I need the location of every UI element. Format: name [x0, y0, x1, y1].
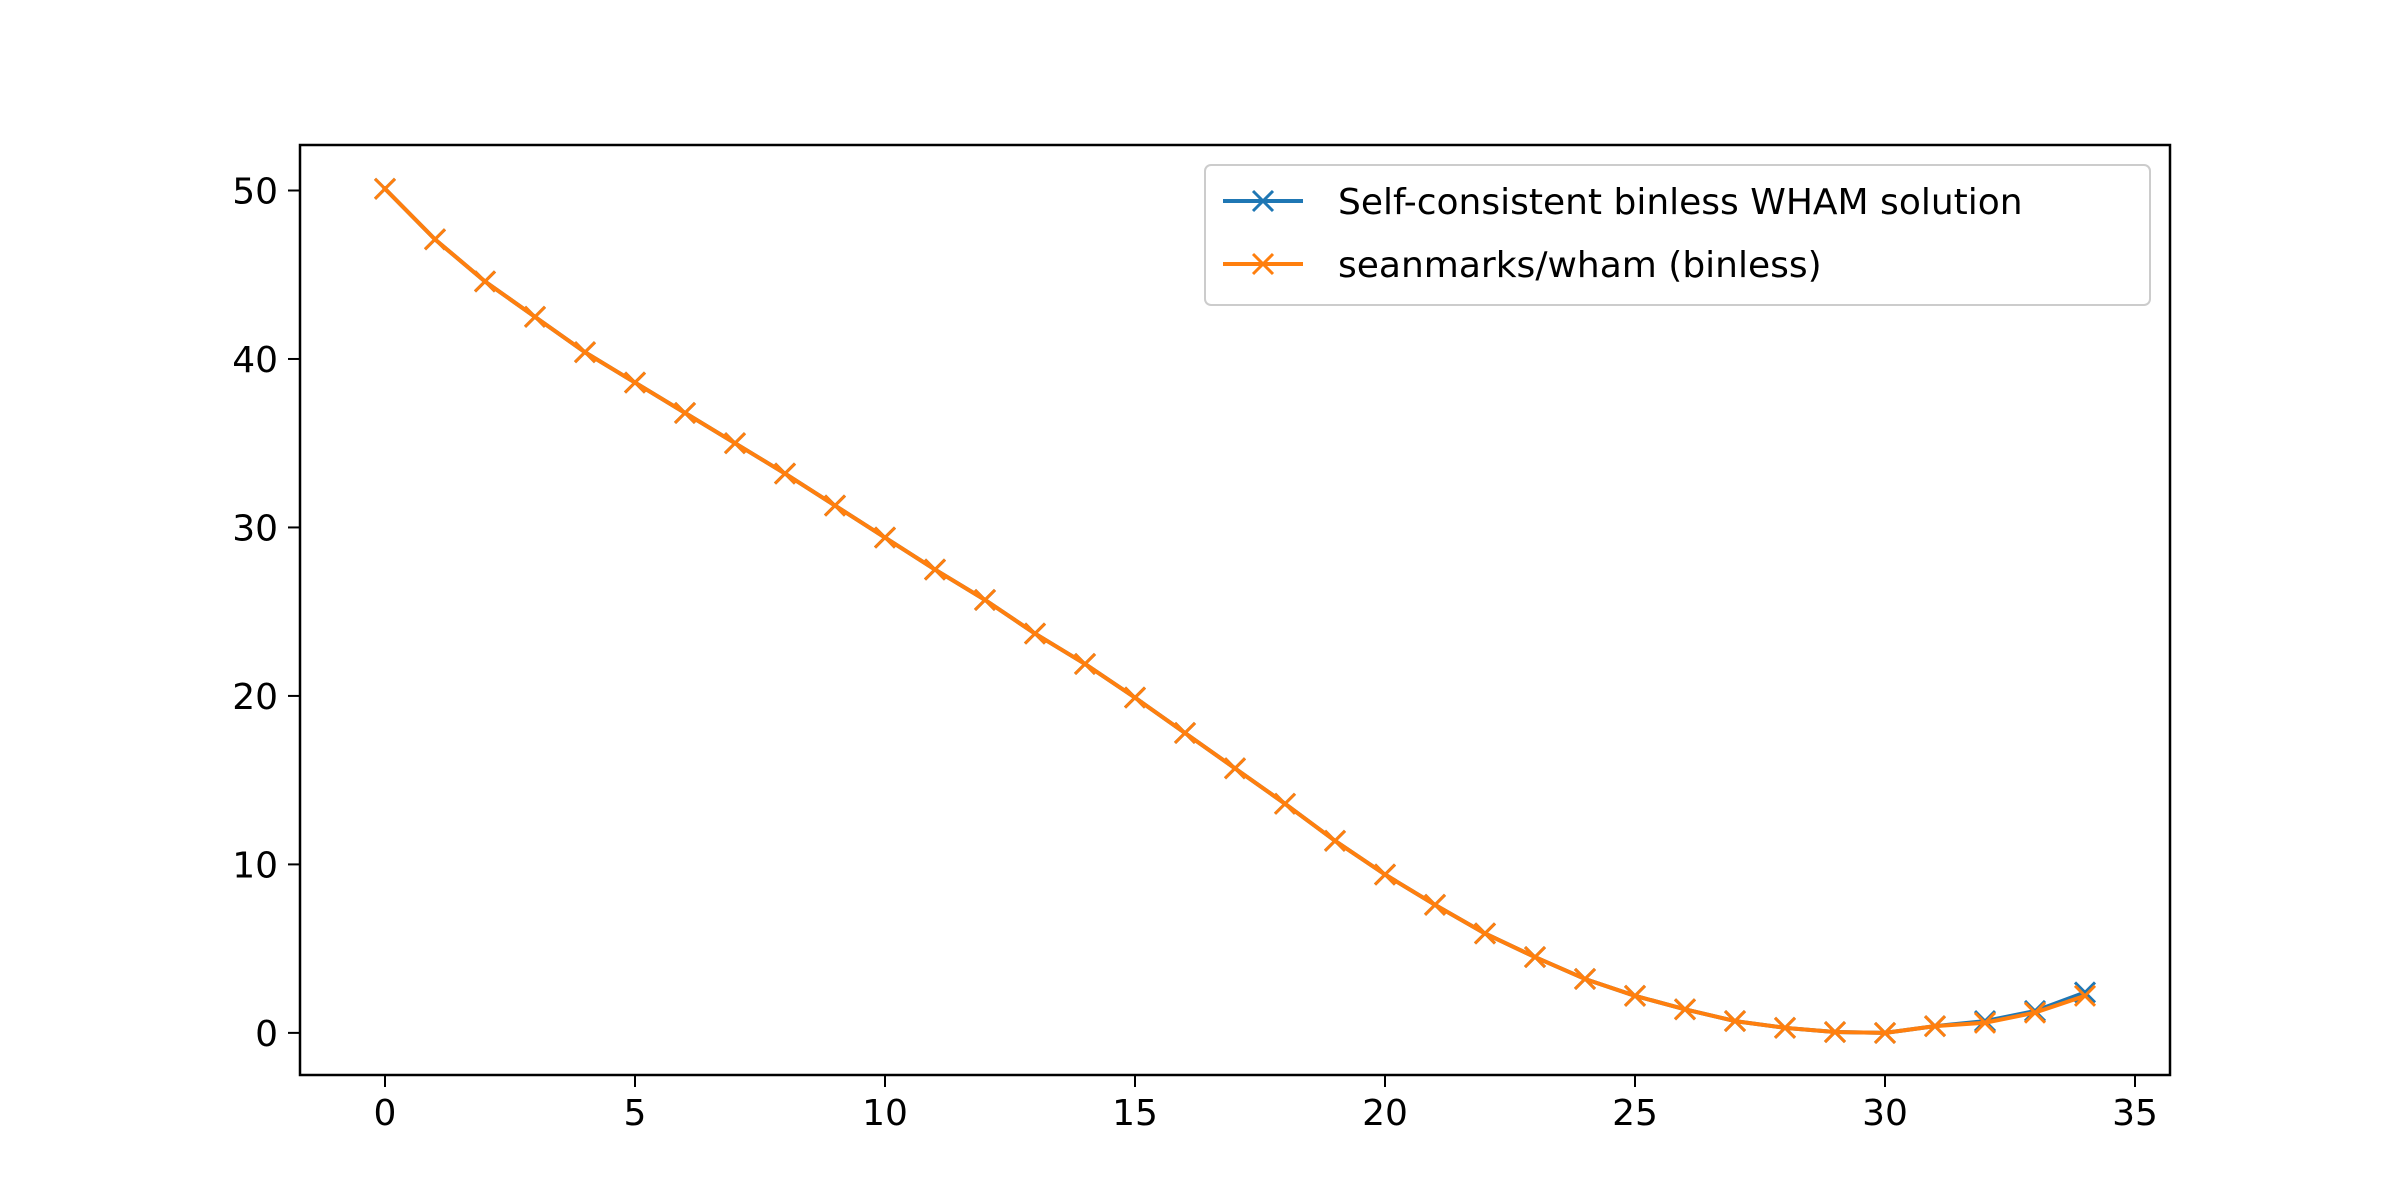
- marker-stroke: [1273, 792, 1297, 815]
- y-tick-label: 10: [232, 845, 278, 886]
- data-point-marker: [1573, 967, 1597, 991]
- marker-stroke: [423, 228, 447, 251]
- x-tick-label: 10: [862, 1093, 908, 1134]
- marker-stroke: [1623, 984, 1647, 1007]
- marker-stroke: [873, 526, 897, 549]
- axes-frame: [298, 143, 2172, 1077]
- marker-stroke: [1773, 1016, 1797, 1039]
- series-1: [373, 177, 2097, 1044]
- y-tick-label: 30: [232, 508, 278, 549]
- data-point-marker: [1373, 863, 1397, 886]
- marker-stroke: [1823, 1020, 1847, 1044]
- data-point-marker: [373, 177, 397, 200]
- data-point-marker: [1673, 998, 1697, 1021]
- data-point-marker: [1973, 1011, 1997, 1034]
- legend-entry-1: seanmarks/wham (binless): [1223, 245, 1822, 286]
- y-tick-label: 0: [255, 1014, 278, 1055]
- marker-stroke: [723, 432, 747, 455]
- x-tick-label: 30: [1862, 1093, 1908, 1134]
- data-point-marker: [573, 341, 597, 364]
- data-point-marker: [2023, 1001, 2047, 1024]
- data-point-marker: [773, 462, 797, 485]
- data-point-marker: [1773, 1016, 1797, 1039]
- marker-stroke: [2073, 984, 2097, 1007]
- marker-stroke: [1873, 1021, 1897, 1044]
- y-tick-label: 40: [232, 340, 278, 381]
- data-point-marker: [1073, 652, 1097, 675]
- data-point-marker: [1623, 984, 1647, 1007]
- legend: Self-consistent binless WHAM solution sea…: [1204, 164, 2151, 306]
- marker-stroke: [2023, 1001, 2047, 1024]
- data-point-marker: [2073, 984, 2097, 1007]
- data-point-marker: [1873, 1021, 1897, 1044]
- data-point-marker: [473, 270, 497, 293]
- marker-stroke: [1423, 893, 1447, 916]
- data-point-marker: [623, 371, 647, 394]
- marker-stroke: [1573, 967, 1597, 991]
- marker-stroke: [623, 371, 647, 394]
- data-point-marker: [1323, 829, 1347, 852]
- marker-stroke: [473, 270, 497, 293]
- data-point-marker: [1923, 1015, 1947, 1038]
- data-point-marker: [1823, 1020, 1847, 1044]
- x-tick-label: 20: [1362, 1093, 1408, 1134]
- x-tick-label: 5: [624, 1093, 647, 1134]
- y-tick-label: 50: [232, 171, 278, 212]
- legend-label: seanmarks/wham (binless): [1338, 245, 1822, 286]
- marker-stroke: [1673, 998, 1697, 1021]
- marker-stroke: [1973, 1011, 1997, 1034]
- x-tick-label: 25: [1612, 1093, 1658, 1134]
- data-point-marker: [823, 494, 847, 517]
- legend-marker: [1251, 189, 1275, 213]
- marker-stroke: [1223, 757, 1247, 780]
- marker-stroke: [373, 177, 397, 200]
- x-tick-label: 35: [2112, 1093, 2158, 1134]
- marker-stroke: [673, 401, 697, 424]
- data-point-marker: [423, 228, 447, 251]
- marker-stroke: [1023, 622, 1047, 645]
- y-tick-label: 20: [232, 677, 278, 718]
- legend-entry-0: Self-consistent binless WHAM solution: [1223, 182, 2023, 223]
- axes: 0 5 10 15 20 25 30 35 0 10 20 30 40 50: [232, 143, 2172, 1134]
- data-point-marker: [873, 526, 897, 549]
- data-point-marker: [673, 401, 697, 424]
- marker-stroke: [1173, 721, 1197, 745]
- data-point-marker: [923, 558, 947, 581]
- data-point-marker: [523, 305, 547, 328]
- marker-stroke: [923, 558, 947, 581]
- marker-stroke: [523, 305, 547, 328]
- legend-box: [1204, 164, 2151, 306]
- data-point-marker: [1473, 922, 1497, 945]
- data-point-marker: [1123, 686, 1147, 709]
- marker-stroke: [1473, 922, 1497, 945]
- marker-stroke: [773, 462, 797, 485]
- plot-area: [373, 177, 2097, 1044]
- marker-stroke: [1723, 1010, 1747, 1033]
- x-tick-label: 0: [374, 1093, 397, 1134]
- data-point-marker: [1723, 1010, 1747, 1033]
- data-point-marker: [973, 588, 997, 611]
- marker-stroke: [1523, 946, 1547, 969]
- data-point-marker: [1173, 721, 1197, 745]
- marker-stroke: [573, 341, 597, 364]
- legend-marker: [1251, 252, 1275, 276]
- data-point-marker: [1223, 757, 1247, 780]
- data-point-marker: [1273, 792, 1297, 815]
- marker-stroke: [1323, 829, 1347, 852]
- data-point-marker: [1523, 946, 1547, 969]
- legend-label: Self-consistent binless WHAM solution: [1338, 182, 2023, 223]
- data-point-marker: [723, 432, 747, 455]
- data-point-marker: [1423, 893, 1447, 916]
- marker-stroke: [1923, 1015, 1947, 1038]
- marker-stroke: [1373, 863, 1397, 886]
- marker-stroke: [1073, 652, 1097, 675]
- marker-stroke: [1123, 686, 1147, 709]
- x-tick-label: 15: [1112, 1093, 1158, 1134]
- marker-stroke: [973, 588, 997, 611]
- marker-stroke: [823, 494, 847, 517]
- data-point-marker: [1023, 622, 1047, 645]
